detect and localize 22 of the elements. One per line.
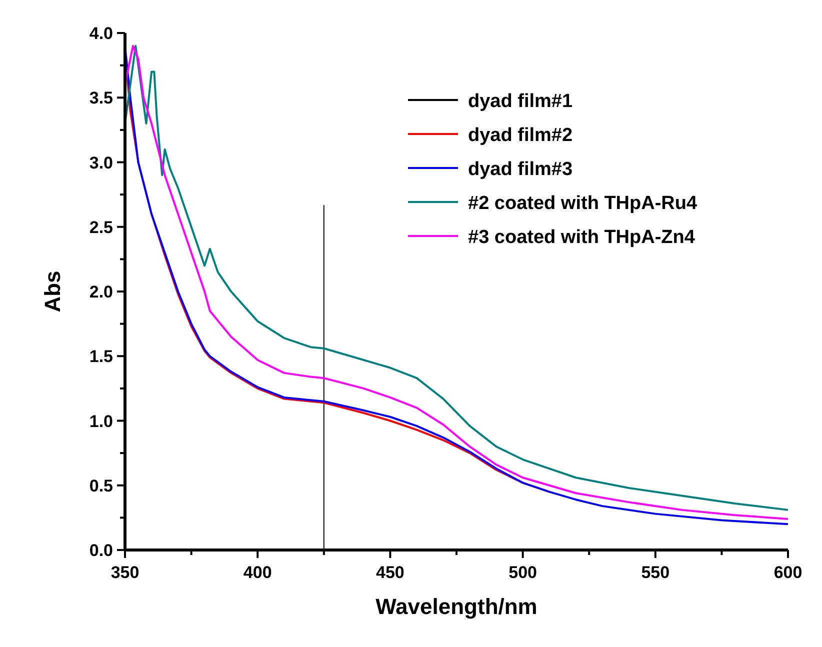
- y-tick-label: 2.5: [89, 218, 113, 237]
- x-tick-label: 450: [376, 563, 404, 582]
- y-tick-label: 3.0: [89, 153, 113, 172]
- x-tick-label: 600: [774, 563, 802, 582]
- x-tick-label: 500: [508, 563, 537, 582]
- y-tick-label: 1.0: [89, 412, 113, 431]
- legend-label: dyad film#2: [468, 125, 573, 146]
- x-axis-title: Wavelength/nm: [376, 594, 538, 619]
- legend-label: dyad film#3: [468, 159, 573, 180]
- x-tick-label: 400: [243, 563, 272, 582]
- y-tick-label: 2.0: [89, 282, 113, 302]
- y-axis-title: Abs: [40, 270, 65, 312]
- y-tick-label: 0.0: [89, 541, 113, 560]
- y-tick-label: 4.0: [89, 24, 113, 43]
- y-tick-label: 1.5: [89, 347, 113, 366]
- legend-label: dyad film#1: [468, 91, 573, 112]
- legend-label: #2 coated with THpA-Ru4: [468, 193, 698, 214]
- legend-label: #3 coated with THpA-Zn4: [468, 227, 696, 248]
- x-tick-label: 550: [641, 563, 670, 582]
- y-tick-label: 0.5: [89, 476, 113, 496]
- y-tick-label: 3.5: [89, 88, 113, 108]
- x-tick-label: 350: [110, 563, 140, 582]
